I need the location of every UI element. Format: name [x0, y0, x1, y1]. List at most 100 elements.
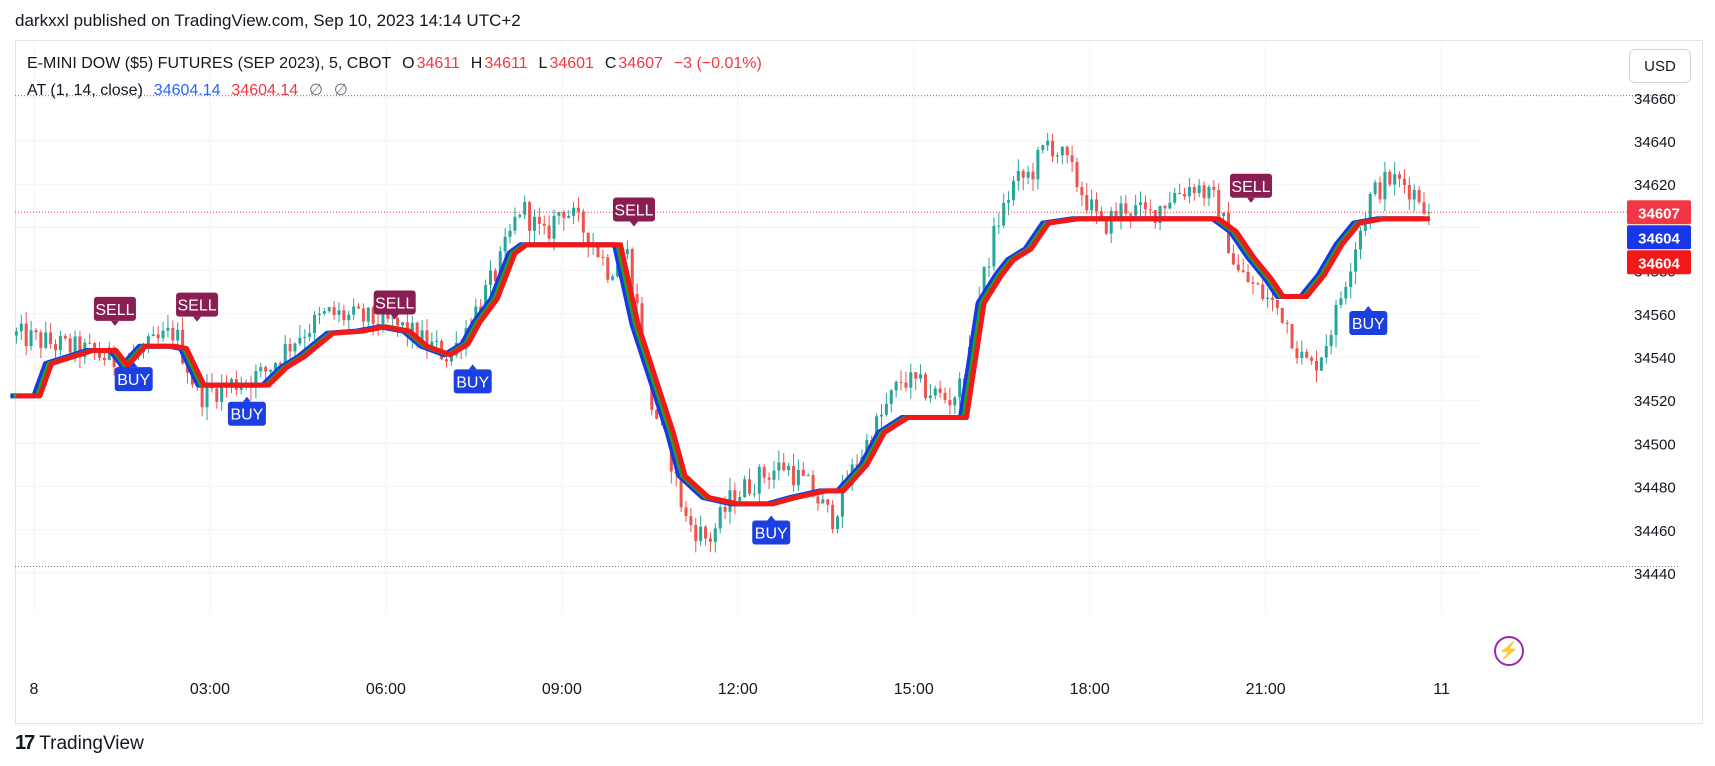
- candle-body: [34, 330, 38, 333]
- x-tick-label: 09:00: [542, 681, 582, 698]
- candle-body: [928, 395, 932, 399]
- candle-body: [723, 507, 727, 512]
- candle-body: [166, 327, 170, 331]
- y-tick-label: 34640: [1634, 134, 1676, 151]
- buy-signal-box: [227, 401, 266, 426]
- candle-body: [987, 266, 991, 268]
- indicator-title: AT (1, 14, close): [27, 82, 143, 99]
- y-tick-label: 34460: [1634, 523, 1676, 540]
- indicator-value-1: 34604.14: [153, 82, 221, 99]
- candle-body: [484, 285, 488, 312]
- candle-body: [992, 225, 996, 267]
- candle-body: [264, 367, 268, 372]
- candle-body: [713, 528, 717, 542]
- candle-body: [1383, 171, 1387, 200]
- candle-body: [1055, 155, 1059, 157]
- candle-body: [801, 469, 805, 476]
- candle-body: [772, 470, 776, 480]
- candle-body: [1329, 335, 1333, 347]
- tradingview-brand[interactable]: 17 TradingView: [15, 732, 144, 755]
- candle-body: [88, 342, 92, 344]
- candle-body: [19, 323, 23, 332]
- buy-signal-pointer: [1364, 306, 1373, 311]
- candle-body: [537, 216, 541, 224]
- candle-body: [1046, 140, 1050, 146]
- sell-signal-label: SELL: [1231, 179, 1270, 196]
- candle-body: [205, 384, 209, 408]
- candle-body: [415, 322, 419, 346]
- candle-body: [596, 244, 600, 257]
- candle-body: [879, 414, 883, 417]
- candle-body: [762, 466, 766, 478]
- candle-body: [1266, 297, 1270, 299]
- candle-body: [410, 322, 414, 337]
- candle-body: [1422, 202, 1426, 214]
- candle-body: [176, 329, 180, 341]
- sell-signal-pointer: [193, 316, 202, 322]
- time-axis: 8 03:00 06:00 09:00 12:00 15:00 18:00 21:00 11: [30, 681, 1450, 698]
- candle-body: [748, 479, 752, 494]
- candle-body: [1080, 187, 1084, 196]
- candle-body: [1021, 170, 1025, 178]
- indicator-value-2: 34604.14: [231, 82, 299, 99]
- candle-body: [767, 477, 771, 480]
- y-tick-label: 34520: [1634, 393, 1676, 410]
- symbol-title: E-MINI DOW ($5) FUTURES (SEP 2023), 5, C…: [27, 55, 392, 72]
- currency-button[interactable]: USD: [1629, 49, 1691, 83]
- candle-body: [581, 211, 585, 233]
- candle-body: [836, 516, 840, 530]
- chart-pane[interactable]: [15, 40, 1703, 724]
- candle-body: [24, 323, 28, 347]
- price-label-box: [1627, 225, 1691, 250]
- candle-body: [894, 381, 898, 391]
- candle-body: [503, 236, 507, 252]
- candle-body: [1270, 297, 1274, 300]
- buy-signal: BUY: [752, 515, 791, 545]
- candle-body: [200, 385, 204, 408]
- lightning-bolt-icon[interactable]: ⚡: [1494, 636, 1524, 666]
- sell-signal-label: SELL: [177, 298, 216, 315]
- candle-body: [1275, 299, 1279, 308]
- candle-body: [488, 270, 492, 286]
- candle-body: [923, 374, 927, 399]
- candle-body: [107, 347, 111, 361]
- candle-body: [1192, 186, 1196, 194]
- price-label-text: 34604: [1638, 255, 1680, 272]
- candle-body: [576, 207, 580, 212]
- price-label-text: 34607: [1638, 205, 1680, 222]
- candle-body: [29, 330, 33, 347]
- candle-body: [782, 462, 786, 471]
- candle-body: [44, 332, 48, 348]
- candle-body: [445, 359, 449, 362]
- candle-body: [1334, 304, 1338, 336]
- candle-body: [220, 383, 224, 402]
- indicator-legend[interactable]: AT (1, 14, close) 34604.14 34604.14 ∅ ∅: [27, 80, 350, 100]
- candle-body: [1402, 178, 1406, 186]
- candle-body: [831, 504, 835, 530]
- candle-body: [308, 333, 312, 337]
- candle-body: [337, 310, 341, 315]
- candle-body: [865, 439, 869, 458]
- candle-body: [699, 526, 703, 542]
- sell-signal-box: [373, 290, 416, 315]
- candle-body: [1398, 174, 1402, 179]
- candle-body: [1065, 146, 1069, 156]
- sell-signal: SELL: [93, 296, 136, 326]
- candle-body: [1041, 145, 1045, 151]
- at-indicator-lines: [10, 216, 1430, 507]
- candle-body: [1378, 182, 1382, 200]
- sell-signal-label: SELL: [375, 295, 414, 312]
- candle-body: [1310, 357, 1314, 361]
- publisher-caption: darkxxl published on TradingView.com, Se…: [15, 11, 521, 30]
- candle-body: [151, 334, 155, 337]
- candle-body: [1324, 346, 1328, 358]
- candle-body: [229, 379, 233, 386]
- candle-body: [1099, 211, 1103, 218]
- candle-body: [1344, 287, 1348, 299]
- candle-body: [1280, 307, 1284, 323]
- y-tick-label: 34440: [1634, 566, 1676, 583]
- candle-body: [738, 497, 742, 505]
- candle-body: [1095, 199, 1099, 212]
- x-tick-label: 11: [1433, 681, 1450, 698]
